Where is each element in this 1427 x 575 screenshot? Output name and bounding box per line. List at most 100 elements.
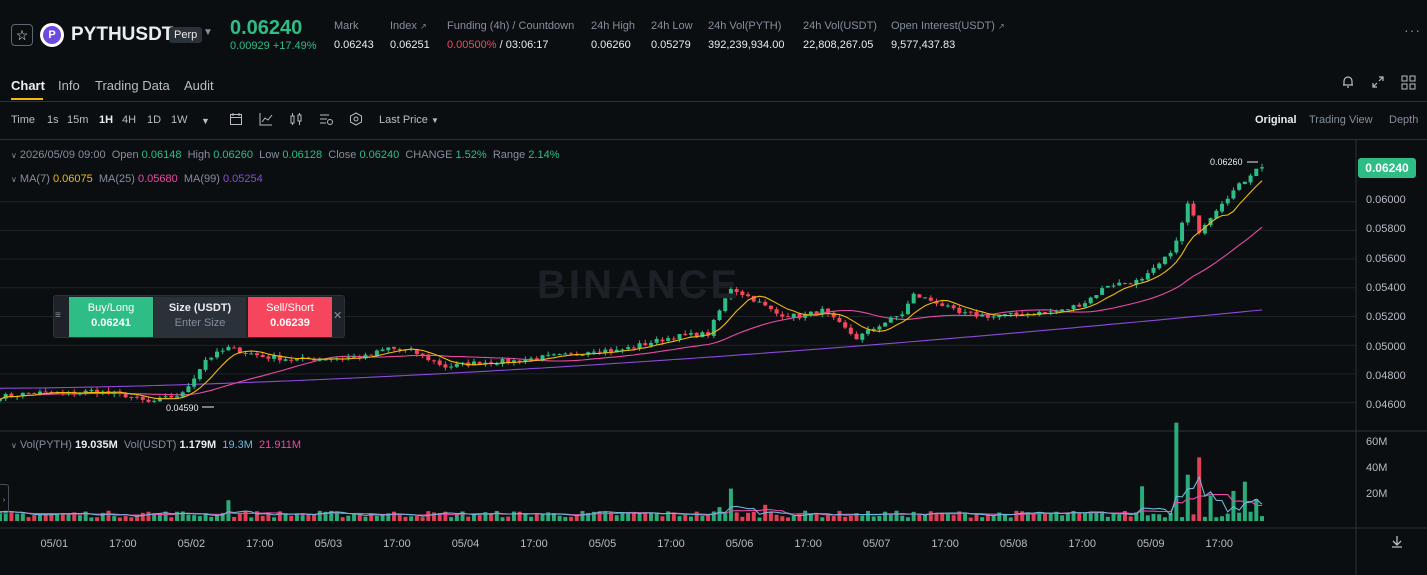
- volume-bar: [346, 515, 351, 521]
- indicator-icon[interactable]: [259, 112, 273, 129]
- scroll-to-latest-icon[interactable]: [1391, 535, 1403, 551]
- candle-body: [363, 354, 368, 359]
- volume-bar: [1260, 516, 1264, 521]
- volume-bar: [220, 512, 225, 521]
- price-chart[interactable]: [0, 140, 1427, 575]
- volume-bar: [1140, 486, 1145, 521]
- alert-bell-icon[interactable]: [1341, 75, 1355, 93]
- collapse-chevron-icon[interactable]: ∨: [11, 441, 17, 450]
- tab-trading-data[interactable]: Trading Data: [95, 78, 170, 93]
- tab-info[interactable]: Info: [58, 78, 80, 93]
- volume-bar: [991, 515, 996, 521]
- volume-bar: [254, 511, 259, 521]
- calendar-icon[interactable]: [229, 112, 243, 129]
- candle-body: [254, 353, 259, 356]
- interval-1d[interactable]: 1D: [147, 114, 162, 126]
- volume-bar: [1122, 510, 1127, 521]
- volume-bar: [997, 512, 1002, 521]
- view-depth[interactable]: Depth: [1389, 114, 1419, 126]
- chart-settings-icon[interactable]: [319, 112, 334, 129]
- volume-bar: [1168, 512, 1173, 521]
- interval-4h[interactable]: 4H: [122, 114, 137, 126]
- candle-body: [289, 359, 294, 361]
- volume-bar: [169, 517, 174, 521]
- more-options-icon[interactable]: ···: [1404, 22, 1421, 38]
- candle-body: [774, 309, 779, 314]
- volume-bar: [706, 515, 711, 521]
- ticker-bar: [0, 0, 1427, 70]
- volume-bar: [392, 511, 397, 521]
- candle-body: [220, 350, 225, 352]
- volume-bar: [175, 511, 180, 521]
- interval-1s[interactable]: 1s: [47, 114, 59, 126]
- index-label[interactable]: Index ↗: [390, 20, 427, 32]
- contract-type-badge: Perp: [169, 27, 203, 43]
- volume-bar: [511, 511, 516, 521]
- x-tick: 17:00: [383, 538, 411, 550]
- volume-bar: [597, 511, 602, 521]
- favorite-star-icon[interactable]: ☆: [11, 24, 33, 46]
- candle-body: [283, 359, 288, 361]
- symbol-dropdown-chevron-icon[interactable]: ▼: [203, 27, 213, 38]
- volume-bar: [186, 514, 191, 521]
- candle-body: [614, 349, 619, 353]
- volume-bar: [243, 511, 248, 521]
- fullscreen-icon[interactable]: [1371, 75, 1385, 93]
- sell-short-button[interactable]: Sell/Short 0.06239: [248, 297, 332, 337]
- expand-panel-chevron-icon[interactable]: ›: [0, 484, 9, 514]
- open-interest-label[interactable]: Open Interest(USDT) ↗: [891, 20, 1005, 32]
- collapse-chevron-icon[interactable]: ∨: [11, 175, 17, 184]
- close-icon[interactable]: ✕: [333, 310, 343, 322]
- candle-body: [1248, 175, 1253, 183]
- symbol-name[interactable]: PYTHUSDT: [71, 24, 174, 45]
- volume-bar: [980, 517, 985, 521]
- candle-body: [489, 362, 494, 364]
- tab-chart[interactable]: Chart: [11, 78, 45, 93]
- current-price-badge: 0.06240: [1358, 158, 1416, 178]
- interval-1w[interactable]: 1W: [171, 114, 188, 126]
- volume-bar: [494, 510, 499, 521]
- candle-body: [734, 289, 739, 293]
- volume-bar: [449, 517, 454, 521]
- candle-body: [1157, 263, 1162, 269]
- interval-1h[interactable]: 1H: [99, 114, 114, 126]
- candle-body: [26, 392, 31, 394]
- interval-dropdown-icon[interactable]: ▼: [201, 116, 210, 126]
- candle-body: [112, 391, 117, 395]
- collapse-chevron-icon[interactable]: ∨: [11, 151, 17, 160]
- buy-long-button[interactable]: Buy/Long 0.06241: [69, 297, 153, 337]
- candle-body: [43, 391, 48, 393]
- tab-audit[interactable]: Audit: [184, 78, 214, 93]
- drag-handle-icon[interactable]: ≡: [55, 310, 61, 321]
- candle-body: [917, 294, 922, 298]
- y-tick: 0.05400: [1366, 282, 1406, 294]
- vol-usdt-value: 22,808,267.05: [803, 39, 874, 51]
- volume-bar: [232, 516, 237, 521]
- candle-body: [626, 347, 631, 349]
- x-tick: 17:00: [1205, 538, 1233, 550]
- interval-15m[interactable]: 15m: [67, 114, 89, 126]
- volume-bar: [671, 512, 676, 521]
- volume-bar: [534, 514, 539, 521]
- volume-bar: [631, 512, 636, 521]
- layout-grid-icon[interactable]: [1401, 75, 1416, 94]
- volume-ma-fast: [0, 475, 1263, 517]
- volume-y-tick: 60M: [1366, 436, 1388, 448]
- x-tick: 17:00: [931, 538, 959, 550]
- view-trading-view[interactable]: Trading View: [1309, 114, 1373, 126]
- volume-bar: [871, 516, 876, 521]
- price-type-dropdown[interactable]: Last Price ▼: [379, 114, 439, 126]
- volume-bar: [563, 516, 568, 521]
- candle-body: [974, 311, 979, 317]
- price-change: 0.00929 +17.49%: [230, 40, 317, 52]
- candle-body: [203, 359, 208, 370]
- candle-body: [249, 353, 254, 355]
- funding-label: Funding (4h) / Countdown: [447, 20, 575, 32]
- volume-bar: [746, 512, 751, 521]
- size-input[interactable]: Size (USDT) Enter Size: [154, 297, 246, 337]
- chart-type-icon[interactable]: [289, 112, 303, 129]
- hexagon-settings-icon[interactable]: [349, 112, 363, 129]
- volume-bar: [403, 516, 408, 521]
- candle-body: [49, 391, 54, 394]
- view-original[interactable]: Original: [1255, 114, 1297, 126]
